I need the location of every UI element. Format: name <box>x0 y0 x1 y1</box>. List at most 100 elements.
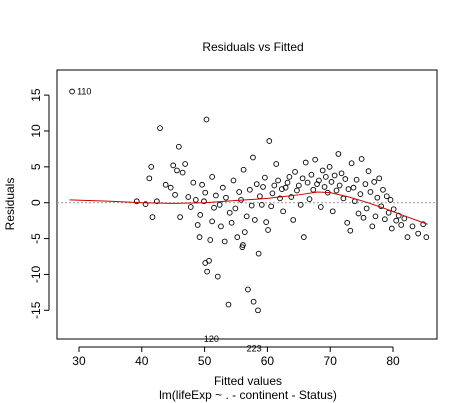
residual-point <box>146 175 153 182</box>
residual-point <box>335 151 342 157</box>
residual-point <box>331 172 338 179</box>
residual-point <box>225 301 232 308</box>
residual-point <box>374 194 381 201</box>
residual-point <box>306 196 313 202</box>
x-tick-label: 60 <box>261 354 275 368</box>
residual-point <box>342 176 349 182</box>
residual-point <box>353 176 360 183</box>
residual-point <box>177 214 183 220</box>
residual-point <box>279 186 285 192</box>
residual-point <box>234 234 241 240</box>
residual-point <box>393 217 400 224</box>
outlier-labels: 110 120 223 <box>77 87 262 354</box>
residual-point <box>290 217 297 223</box>
residual-point <box>269 190 276 197</box>
residual-point <box>284 179 291 186</box>
residual-point <box>271 182 278 189</box>
residual-points <box>69 88 430 314</box>
residual-point <box>248 202 255 209</box>
residual-point <box>185 194 192 200</box>
residual-point <box>398 222 405 228</box>
residual-point <box>228 219 235 226</box>
residual-point <box>218 223 224 230</box>
residual-point <box>142 201 149 207</box>
residual-point <box>252 217 258 223</box>
x-axis-label: Fitted values <box>214 374 282 388</box>
residual-point <box>282 184 289 191</box>
residual-point <box>383 193 390 200</box>
residual-point <box>266 138 273 144</box>
y-tick-label: 0 <box>29 199 43 206</box>
residual-point <box>292 169 298 175</box>
residual-point <box>388 225 395 232</box>
y-tick-label: 10 <box>29 124 43 138</box>
outlier-label: 120 <box>204 334 219 344</box>
residual-point <box>387 196 394 203</box>
residual-point <box>255 250 262 257</box>
model-formula-subtitle: lm(lifeExp ~ . - continent - Status) <box>159 388 337 402</box>
residual-point <box>382 216 388 223</box>
residual-point <box>358 156 365 162</box>
residual-point <box>357 191 364 197</box>
residual-point <box>192 196 199 203</box>
residual-point <box>148 163 155 170</box>
residual-point <box>202 189 209 196</box>
residual-point <box>326 163 333 170</box>
x-tick-label: 30 <box>72 354 86 368</box>
residual-point <box>257 193 263 200</box>
residual-point <box>294 187 300 194</box>
residual-point <box>371 179 378 185</box>
outlier-label: 223 <box>247 343 262 353</box>
residual-point <box>268 203 275 210</box>
residual-point <box>362 181 369 187</box>
y-tick-label: -5 <box>29 233 43 244</box>
residual-point <box>167 184 174 191</box>
residual-point <box>415 230 422 237</box>
residual-point <box>154 198 160 205</box>
residual-point <box>372 213 379 220</box>
residual-point <box>317 204 324 210</box>
residual-point <box>194 222 201 228</box>
residual-point <box>182 161 188 167</box>
residual-point <box>245 286 251 293</box>
residual-point <box>240 166 247 173</box>
residual-point <box>363 205 370 212</box>
y-axis-label: Residuals <box>3 178 17 231</box>
residual-point <box>321 184 328 190</box>
residual-point <box>275 177 281 184</box>
residual-point <box>297 202 304 208</box>
residual-point <box>179 169 186 176</box>
residual-point <box>199 181 205 188</box>
residual-point <box>365 168 372 174</box>
residual-point <box>336 182 343 189</box>
residual-point <box>232 205 239 212</box>
residual-point <box>203 116 210 123</box>
residual-point <box>170 162 177 169</box>
y-tick-label: -15 <box>29 301 43 319</box>
residual-point <box>240 242 246 248</box>
y-tick-label: -10 <box>29 265 43 283</box>
residual-point <box>360 214 367 221</box>
residual-point <box>376 175 383 182</box>
residual-point <box>322 174 329 180</box>
residual-point <box>196 234 203 240</box>
x-tick-label: 40 <box>135 354 149 368</box>
residual-point <box>253 181 260 187</box>
x-tick-label: 80 <box>386 354 400 368</box>
residual-point <box>206 257 212 264</box>
residual-point <box>308 171 315 178</box>
residual-point <box>133 198 140 205</box>
residual-point <box>350 184 357 191</box>
plot-frame <box>56 69 438 340</box>
residual-point <box>385 209 392 216</box>
y-tick-label: 5 <box>29 163 43 170</box>
residual-point <box>328 179 335 185</box>
residual-point <box>230 177 237 184</box>
residual-point <box>280 208 286 215</box>
residual-point <box>348 160 355 167</box>
residual-point <box>286 174 293 180</box>
residual-point <box>216 202 223 208</box>
residual-point <box>69 88 75 95</box>
residual-point <box>162 181 169 188</box>
